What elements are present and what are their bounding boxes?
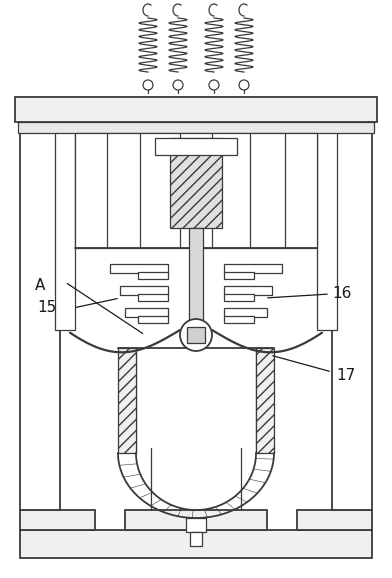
Bar xyxy=(256,348,274,453)
Bar xyxy=(18,122,374,133)
Bar xyxy=(224,272,254,279)
Bar xyxy=(138,294,168,301)
Bar xyxy=(20,510,95,530)
Bar xyxy=(317,100,337,330)
Bar xyxy=(189,228,203,343)
Bar xyxy=(20,100,60,510)
Circle shape xyxy=(209,80,219,90)
Text: A: A xyxy=(35,277,45,292)
Circle shape xyxy=(173,80,183,90)
Bar xyxy=(125,510,267,530)
Bar xyxy=(224,308,267,317)
Bar xyxy=(224,264,282,273)
Bar xyxy=(20,530,372,558)
Bar xyxy=(170,138,222,228)
Bar xyxy=(190,532,202,546)
Bar xyxy=(186,518,206,532)
Circle shape xyxy=(143,80,153,90)
Bar xyxy=(125,308,168,317)
Bar xyxy=(120,286,168,295)
Bar xyxy=(55,100,75,330)
Text: 16: 16 xyxy=(332,287,352,302)
Bar xyxy=(224,286,272,295)
Text: 17: 17 xyxy=(336,368,356,383)
Bar xyxy=(187,327,205,343)
Bar xyxy=(332,100,372,510)
Bar xyxy=(110,264,168,273)
Bar xyxy=(75,133,317,248)
Bar xyxy=(138,316,168,323)
Bar xyxy=(15,97,377,122)
Bar xyxy=(224,294,254,301)
Circle shape xyxy=(239,80,249,90)
Bar xyxy=(118,348,274,448)
Text: 15: 15 xyxy=(37,301,56,316)
Bar xyxy=(297,510,372,530)
Bar xyxy=(118,348,136,453)
Circle shape xyxy=(180,319,212,351)
Bar xyxy=(155,138,237,155)
Bar xyxy=(224,316,254,323)
Bar xyxy=(138,272,168,279)
